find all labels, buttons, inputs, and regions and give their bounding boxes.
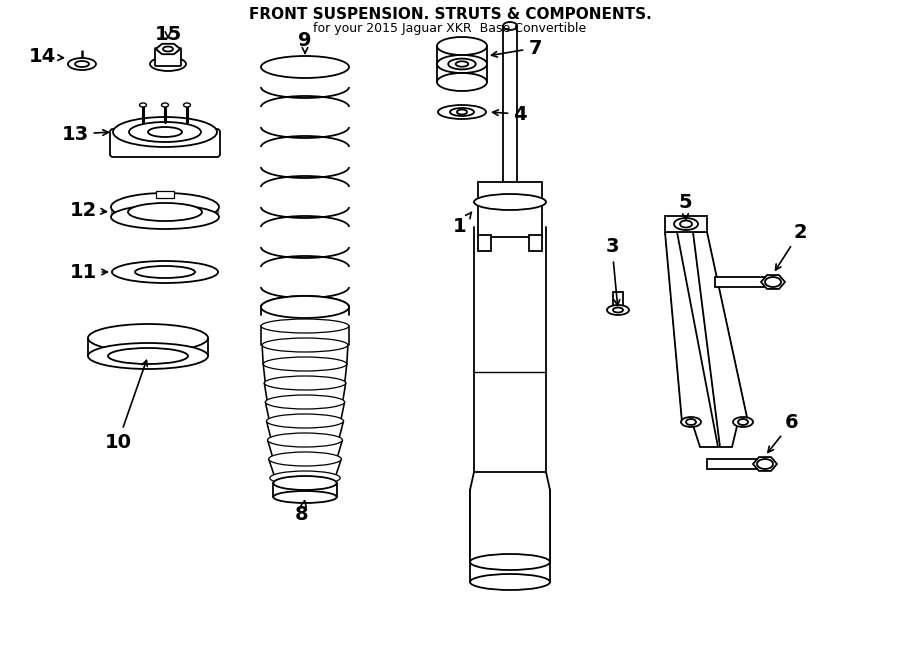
Ellipse shape bbox=[113, 117, 217, 147]
Ellipse shape bbox=[474, 194, 546, 210]
Ellipse shape bbox=[111, 205, 219, 229]
Ellipse shape bbox=[140, 103, 147, 107]
Ellipse shape bbox=[470, 574, 550, 590]
Ellipse shape bbox=[765, 277, 781, 287]
Text: FRONT SUSPENSION. STRUTS & COMPONENTS.: FRONT SUSPENSION. STRUTS & COMPONENTS. bbox=[248, 7, 652, 22]
Ellipse shape bbox=[266, 414, 344, 428]
Ellipse shape bbox=[437, 73, 487, 91]
Text: 5: 5 bbox=[679, 193, 692, 219]
Polygon shape bbox=[156, 44, 180, 54]
Ellipse shape bbox=[161, 103, 168, 107]
Ellipse shape bbox=[674, 218, 698, 230]
Polygon shape bbox=[753, 457, 777, 471]
Ellipse shape bbox=[150, 57, 186, 71]
Bar bbox=[715, 277, 773, 287]
Ellipse shape bbox=[129, 122, 201, 142]
Ellipse shape bbox=[270, 471, 340, 485]
Ellipse shape bbox=[68, 58, 96, 70]
Polygon shape bbox=[761, 275, 785, 289]
Ellipse shape bbox=[450, 108, 474, 116]
Ellipse shape bbox=[75, 61, 89, 67]
Text: 15: 15 bbox=[155, 24, 182, 44]
Ellipse shape bbox=[266, 395, 345, 409]
Ellipse shape bbox=[261, 296, 349, 318]
Ellipse shape bbox=[265, 376, 346, 390]
Ellipse shape bbox=[157, 44, 179, 54]
Ellipse shape bbox=[262, 338, 348, 352]
Ellipse shape bbox=[738, 419, 748, 425]
Ellipse shape bbox=[267, 433, 342, 447]
Text: 8: 8 bbox=[295, 500, 309, 524]
Ellipse shape bbox=[613, 308, 623, 312]
Ellipse shape bbox=[128, 203, 202, 221]
Ellipse shape bbox=[503, 22, 517, 30]
Ellipse shape bbox=[733, 417, 753, 427]
Ellipse shape bbox=[88, 343, 208, 369]
Ellipse shape bbox=[274, 476, 337, 490]
Bar bbox=[707, 459, 765, 469]
Bar bbox=[529, 235, 542, 251]
Text: 6: 6 bbox=[768, 412, 799, 452]
Ellipse shape bbox=[135, 266, 195, 278]
Ellipse shape bbox=[163, 46, 173, 52]
Ellipse shape bbox=[448, 59, 476, 70]
Bar bbox=[613, 292, 623, 310]
Bar bbox=[665, 216, 707, 232]
Ellipse shape bbox=[184, 103, 191, 107]
Text: 13: 13 bbox=[61, 124, 108, 144]
Text: 11: 11 bbox=[69, 263, 107, 281]
Text: 10: 10 bbox=[104, 360, 148, 451]
Bar bbox=[478, 182, 542, 237]
Text: 3: 3 bbox=[605, 238, 620, 305]
Bar bbox=[156, 191, 174, 198]
Ellipse shape bbox=[274, 491, 337, 503]
Ellipse shape bbox=[457, 109, 467, 115]
Polygon shape bbox=[470, 472, 550, 562]
Ellipse shape bbox=[455, 62, 468, 67]
Ellipse shape bbox=[269, 452, 341, 466]
Text: 9: 9 bbox=[298, 30, 311, 53]
FancyBboxPatch shape bbox=[155, 48, 181, 66]
Ellipse shape bbox=[680, 220, 692, 228]
Ellipse shape bbox=[681, 417, 701, 427]
Bar bbox=[478, 235, 491, 251]
Text: 1: 1 bbox=[454, 213, 472, 236]
Text: for your 2015 Jaguar XKR  Base Convertible: for your 2015 Jaguar XKR Base Convertibl… bbox=[313, 22, 587, 35]
Text: 4: 4 bbox=[492, 105, 526, 124]
FancyBboxPatch shape bbox=[110, 129, 220, 157]
Polygon shape bbox=[693, 232, 748, 447]
Ellipse shape bbox=[111, 193, 219, 221]
Text: 14: 14 bbox=[29, 48, 63, 66]
Text: 2: 2 bbox=[776, 222, 806, 270]
Ellipse shape bbox=[470, 554, 550, 570]
Ellipse shape bbox=[261, 56, 349, 78]
Ellipse shape bbox=[437, 55, 487, 73]
Text: 7: 7 bbox=[491, 38, 542, 58]
Text: 12: 12 bbox=[69, 201, 106, 220]
Ellipse shape bbox=[437, 37, 487, 55]
Ellipse shape bbox=[607, 305, 629, 315]
Ellipse shape bbox=[112, 261, 218, 283]
Ellipse shape bbox=[263, 357, 347, 371]
Ellipse shape bbox=[108, 348, 188, 364]
Ellipse shape bbox=[148, 127, 182, 137]
Ellipse shape bbox=[261, 297, 349, 317]
Ellipse shape bbox=[88, 324, 208, 352]
Polygon shape bbox=[665, 232, 718, 447]
Ellipse shape bbox=[757, 459, 773, 469]
Ellipse shape bbox=[686, 419, 696, 425]
Ellipse shape bbox=[261, 319, 349, 333]
Ellipse shape bbox=[438, 105, 486, 119]
